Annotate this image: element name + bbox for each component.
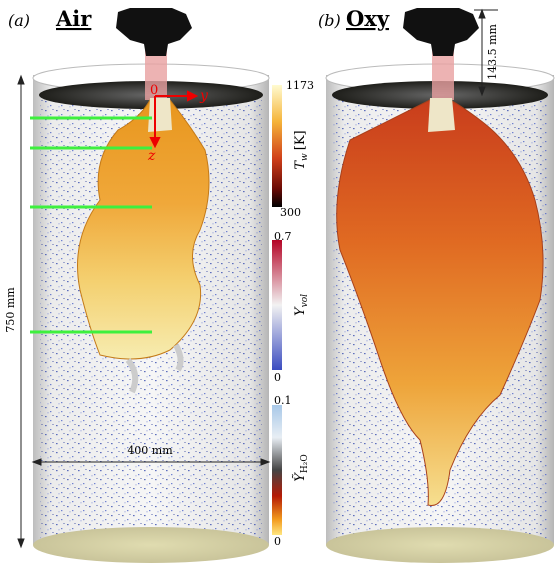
- colorbar-min: 0: [274, 371, 281, 384]
- nozzle-jet: [148, 98, 172, 132]
- dimension-label: 143.5 mm: [486, 24, 499, 80]
- dimension-height: [18, 76, 24, 547]
- colorbar-min: 0: [274, 535, 281, 548]
- subscript: w: [300, 153, 310, 161]
- panel-title: Air: [55, 6, 92, 31]
- colorbar-max: 0.7: [274, 230, 292, 243]
- dimension-label: 750 mm: [4, 287, 17, 333]
- colorbar: [272, 240, 282, 370]
- colorbar-max: 0.1: [274, 394, 292, 407]
- panel-label: (a): [8, 11, 30, 30]
- colorbars: 1173 300 Tw[K] 0.7 0 Yvol 0.1 0 ỸH₂O: [272, 79, 314, 548]
- colorbar: [272, 85, 282, 207]
- cylinder-floor: [33, 527, 269, 563]
- axis-origin: 0: [150, 83, 158, 98]
- figure: 0 y z (a) Air 750 mm 400 mm (b) Oxy 143.…: [0, 0, 556, 565]
- panel-a: 0 y z (a) Air 750 mm 400 mm: [4, 6, 269, 563]
- panel-b: (b) Oxy 143.5 mm: [318, 6, 554, 563]
- colorbar-min: 300: [280, 206, 301, 219]
- axis-label: z: [147, 148, 156, 164]
- cylinder-floor: [326, 527, 554, 563]
- subscript: vol: [300, 294, 310, 308]
- colorbar: [272, 405, 282, 535]
- colorbar-max: 1173: [286, 79, 314, 92]
- colorbar-title: Yvol: [293, 294, 310, 316]
- colorbar-title: Tw[K]: [293, 130, 310, 169]
- burner: [116, 8, 192, 56]
- page: {"panels":[{"label":"(a)","title":"Air"}…: [0, 0, 556, 565]
- colorbar-title: ỸH₂O: [292, 454, 310, 481]
- panel-title: Oxy: [346, 6, 390, 31]
- unit: [K]: [293, 130, 308, 150]
- beam: [432, 50, 454, 100]
- burner: [403, 8, 479, 56]
- subscript: H₂O: [300, 454, 310, 473]
- dimension-label: 400 mm: [127, 444, 173, 457]
- axis-label: y: [199, 88, 209, 104]
- nozzle-jet: [428, 98, 455, 132]
- panel-label: (b): [318, 11, 341, 30]
